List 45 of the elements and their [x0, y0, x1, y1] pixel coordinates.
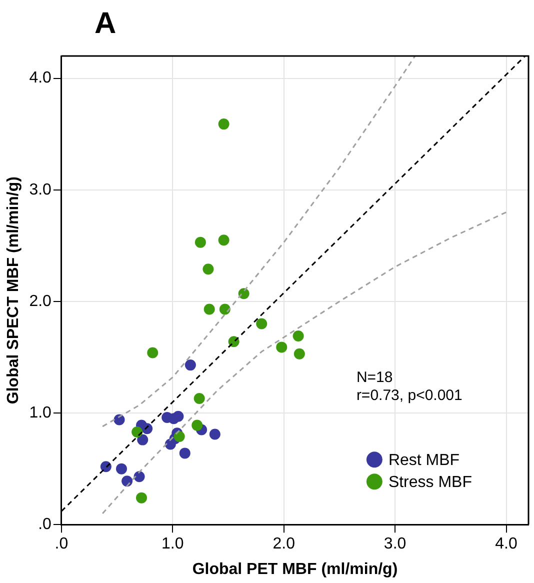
y-tick-label: 3.0	[29, 181, 52, 198]
point	[194, 393, 205, 404]
y-tick-label: 1.0	[29, 404, 52, 422]
point	[116, 463, 127, 474]
point	[132, 426, 143, 438]
point	[179, 448, 190, 459]
legend-label: Stress MBF	[388, 474, 472, 492]
point	[184, 360, 196, 371]
x-axis-title: Global PET MBF (ml/min/g)	[192, 560, 398, 578]
annotation: r=0.73, p<0.001	[356, 387, 462, 404]
y-axis-title: Global SPECT MBF (ml/min/g)	[5, 176, 22, 404]
x-tick-label: 4.0	[495, 536, 518, 553]
point	[137, 434, 148, 446]
point	[134, 471, 145, 482]
x-tick-label: .0	[54, 536, 68, 553]
y-tick-label: 2.0	[29, 292, 52, 310]
point	[122, 476, 133, 487]
point	[276, 342, 288, 353]
point	[218, 234, 230, 246]
point	[174, 430, 185, 442]
y-tick-label: .0	[38, 516, 52, 534]
point	[164, 438, 176, 450]
point	[209, 428, 220, 440]
x-tick-label: 1.0	[162, 536, 184, 553]
point	[256, 318, 268, 330]
point	[202, 264, 214, 275]
x-tick-label: 3.0	[384, 536, 406, 553]
point	[204, 304, 215, 315]
point	[147, 347, 158, 358]
legend-label: Rest MBF	[388, 452, 460, 470]
point	[142, 423, 153, 434]
y-tick-label: 4.0	[29, 70, 52, 87]
point	[192, 420, 203, 431]
chart-title: A	[94, 7, 116, 40]
point	[292, 330, 304, 342]
annotation: N=18	[356, 369, 393, 386]
point	[114, 414, 125, 426]
point	[194, 236, 206, 248]
point	[172, 410, 184, 422]
point	[136, 492, 148, 504]
point	[294, 348, 305, 360]
point	[219, 304, 230, 315]
line-series	[102, 211, 508, 514]
point	[218, 118, 230, 130]
x-tick-label: 2.0	[272, 536, 296, 553]
